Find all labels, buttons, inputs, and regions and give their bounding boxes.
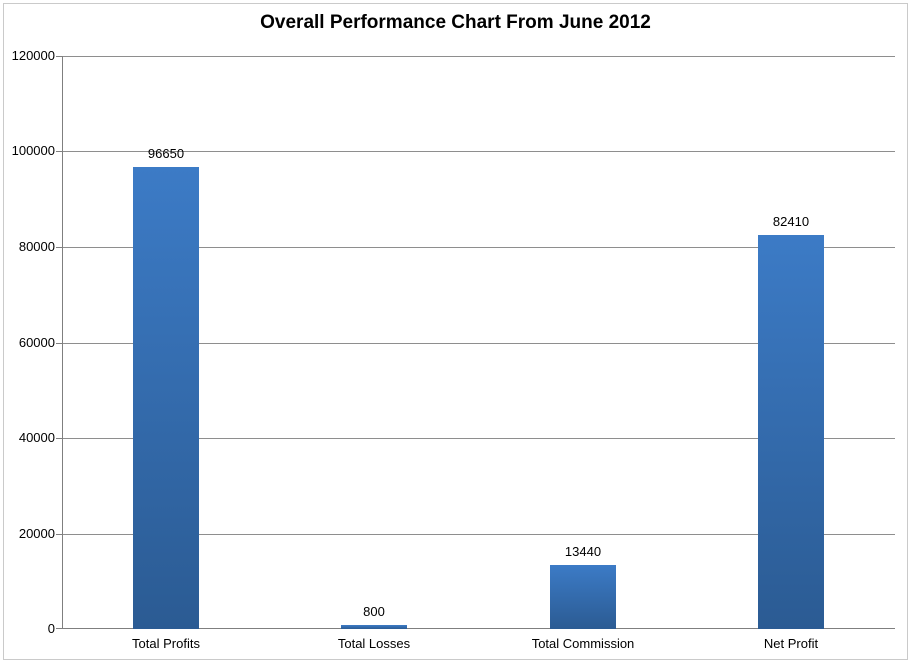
gridline-60000 <box>62 343 895 344</box>
y-tick-label-60000: 60000 <box>18 335 55 350</box>
y-tick-mark-40000 <box>56 438 62 439</box>
gridline-20000 <box>62 534 895 535</box>
y-tick-label-0: 0 <box>47 621 55 636</box>
plot-area: 96650 800 13440 82410 <box>56 56 895 629</box>
bar-total-losses <box>341 625 407 629</box>
y-tick-label-80000: 80000 <box>18 239 55 254</box>
y-tick-mark-120000 <box>56 56 62 57</box>
y-tick-mark-60000 <box>56 343 62 344</box>
gridline-40000 <box>62 438 895 439</box>
category-label-net-profit: Net Profit <box>763 636 819 651</box>
bar-value-label-total-losses: 800 <box>363 604 385 619</box>
bar-value-label-total-commission: 13440 <box>564 544 602 559</box>
bar-total-profits <box>133 167 199 629</box>
y-tick-label-120000: 120000 <box>11 48 55 63</box>
y-axis-line <box>62 56 63 629</box>
y-tick-mark-20000 <box>56 534 62 535</box>
y-tick-label-40000: 40000 <box>18 430 55 445</box>
y-tick-label-20000: 20000 <box>18 526 55 541</box>
category-label-total-profits: Total Profits <box>132 636 200 651</box>
y-tick-label-100000: 100000 <box>11 143 55 158</box>
bar-value-label-total-profits: 96650 <box>147 146 185 161</box>
y-tick-mark-80000 <box>56 247 62 248</box>
category-label-total-losses: Total Losses <box>337 636 411 651</box>
chart-title: Overall Performance Chart From June 2012 <box>260 12 651 33</box>
bar-total-commission <box>550 565 616 629</box>
y-tick-mark-100000 <box>56 151 62 152</box>
bar-value-label-net-profit: 82410 <box>772 214 810 229</box>
gridline-80000 <box>62 247 895 248</box>
bar-net-profit <box>758 235 824 629</box>
gridline-100000 <box>62 151 895 152</box>
x-axis-line <box>62 628 895 629</box>
gridline-120000 <box>62 56 895 57</box>
category-label-total-commission: Total Commission <box>531 636 635 651</box>
y-tick-mark-0 <box>56 628 62 629</box>
